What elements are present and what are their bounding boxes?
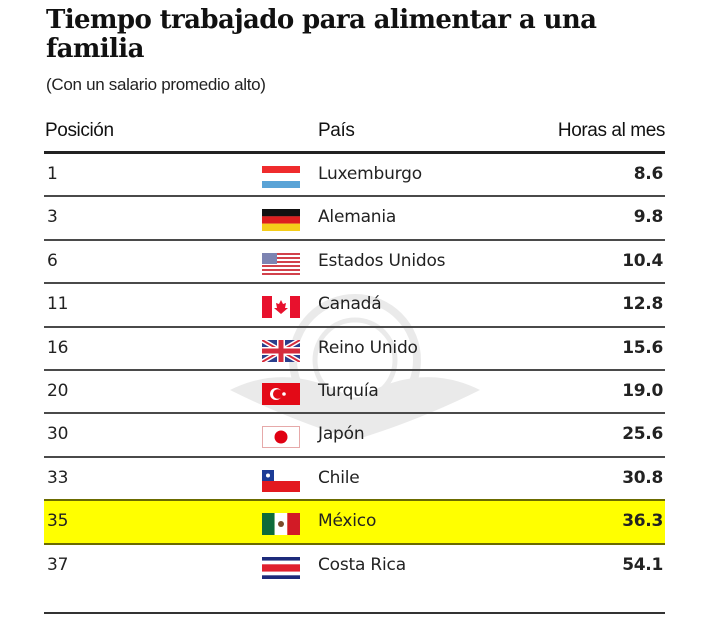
position-cell: 1 [47,164,58,184]
table-row: 11 Canadá 12.8 [44,284,665,328]
table-row: 33 Chile 30.8 [44,458,665,502]
position-cell: 3 [47,207,58,228]
position-cell: 30 [47,424,69,445]
table-row: 30 Japón 25.6 [44,414,665,458]
table-row: 3 Alemania 9.8 [44,197,665,241]
hours-cell: 19.0 [622,380,663,401]
table-row: 20 Turquía 19.0 [44,371,665,415]
header-divider [44,151,665,154]
country-cell: Chile [318,467,360,488]
hours-cell: 12.8 [622,294,663,315]
country-cell: Japón [318,424,365,445]
table-row: 37 Costa Rica 54.1 [44,545,665,588]
luxembourg-flag-icon [262,166,300,188]
column-header-country: País [318,120,355,141]
column-header-hours: Horas al mes [557,120,666,141]
japan-flag-icon [262,426,300,449]
country-cell: Alemania [318,207,397,228]
table-row: 1 Luxemburgo 8.6 [44,154,665,198]
country-cell: Canadá [318,294,382,315]
country-cell: Luxemburgo [318,164,422,184]
hours-cell: 54.1 [622,554,663,575]
country-cell: Costa Rica [318,554,406,575]
page-subtitle: (Con un salario promedio alto) [46,75,266,94]
position-cell: 11 [47,294,69,315]
canada-flag-icon [262,296,300,319]
hours-cell: 30.8 [622,467,663,488]
chile-flag-icon [262,469,300,492]
turkey-flag-icon [262,382,300,405]
costa-rica-flag-icon [262,556,300,579]
table-row-highlighted: 35 México 36.3 [44,499,665,545]
usa-flag-icon [262,252,300,275]
ranking-table: 1 Luxemburgo 8.6 3 Alemania 9.8 6 [44,154,665,588]
hours-cell: 25.6 [622,424,663,445]
hours-cell: 10.4 [622,250,663,271]
hours-cell: 15.6 [622,337,663,358]
column-header-position: Posición [45,120,114,141]
germany-flag-icon [262,209,300,232]
position-cell: 37 [47,554,69,575]
country-cell: Turquía [318,380,379,401]
position-cell: 16 [47,337,69,358]
table-row: 16 Reino Unido 15.6 [44,328,665,371]
bottom-divider [44,612,665,614]
hours-cell: 9.8 [633,207,664,228]
page-title: Tiempo trabajado para alimentar a una fa… [46,5,597,64]
hours-cell: 8.6 [633,164,664,184]
position-cell: 20 [47,380,69,401]
position-cell: 6 [47,250,58,271]
table-header: Posición País Horas al mes [44,118,665,148]
uk-flag-icon [262,339,300,362]
hours-cell: 36.3 [622,511,663,532]
country-cell: Estados Unidos [318,250,446,271]
position-cell: 35 [47,511,69,532]
position-cell: 33 [47,467,69,488]
mexico-flag-icon [262,513,300,536]
country-cell: Reino Unido [318,337,418,358]
country-cell: México [318,511,377,532]
table-row: 6 Estados Unidos 10.4 [44,241,665,285]
